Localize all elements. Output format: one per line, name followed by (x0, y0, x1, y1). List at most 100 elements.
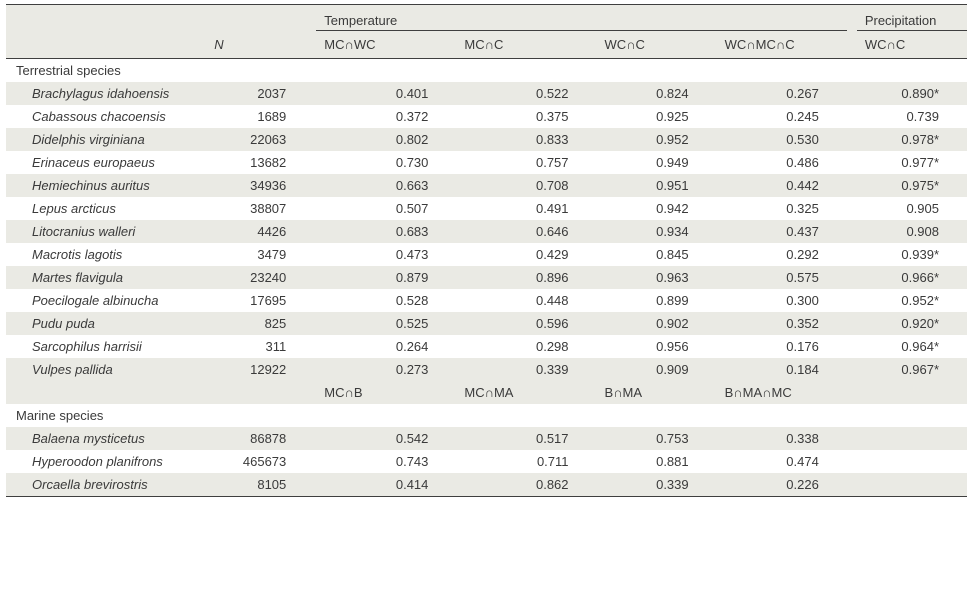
blank-cell (847, 312, 857, 335)
cell-p: 0.739 (857, 105, 967, 128)
blank-cell (296, 128, 316, 151)
cell-t4: 0.245 (717, 105, 847, 128)
header-p1: WC∩C (857, 31, 967, 59)
cell-t4: 0.226 (717, 473, 847, 497)
blank-cell (296, 31, 316, 59)
cell-t3: 0.753 (597, 427, 717, 450)
cell-t3: 0.934 (597, 220, 717, 243)
table-row: Litocranius walleri4426 0.6830.6460.9340.… (6, 220, 967, 243)
header-m2: MC∩MA (456, 381, 596, 404)
blank-cell (847, 358, 857, 381)
cell-sp: Erinaceus europaeus (6, 151, 206, 174)
blank-cell (847, 381, 857, 404)
cell-sp: Orcaella brevirostris (6, 473, 206, 497)
blank-cell (296, 197, 316, 220)
cell-t4: 0.437 (717, 220, 847, 243)
cell-sp: Litocranius walleri (6, 220, 206, 243)
blank-cell (296, 174, 316, 197)
cell-t4: 0.442 (717, 174, 847, 197)
cell-n: 4426 (206, 220, 296, 243)
blank-cell (847, 197, 857, 220)
blank-cell (847, 266, 857, 289)
cell-t3: 0.956 (597, 335, 717, 358)
cell-p: 0.964* (857, 335, 967, 358)
cell-sp: Poecilogale albinucha (6, 289, 206, 312)
blank-cell (296, 358, 316, 381)
cell-t1: 0.802 (316, 128, 456, 151)
cell-n: 13682 (206, 151, 296, 174)
cell-t2: 0.833 (456, 128, 596, 151)
cell-p (857, 427, 967, 450)
header-m4: B∩MA∩MC (717, 381, 847, 404)
cell-n: 12922 (206, 358, 296, 381)
cell-t2: 0.711 (456, 450, 596, 473)
cell-p: 0.939* (857, 243, 967, 266)
cell-t3: 0.942 (597, 197, 717, 220)
cell-n: 3479 (206, 243, 296, 266)
blank-cell (296, 266, 316, 289)
cell-sp: Hemiechinus auritus (6, 174, 206, 197)
cell-t3: 0.949 (597, 151, 717, 174)
blank-cell (296, 473, 316, 497)
blank-cell (296, 243, 316, 266)
blank-cell (6, 381, 206, 404)
cell-t3: 0.899 (597, 289, 717, 312)
blank-cell (296, 450, 316, 473)
cell-n: 2037 (206, 82, 296, 105)
cell-t3: 0.925 (597, 105, 717, 128)
cell-n: 465673 (206, 450, 296, 473)
blank-cell (296, 5, 316, 31)
blank-cell (847, 289, 857, 312)
cell-t1: 0.542 (316, 427, 456, 450)
cell-p: 0.952* (857, 289, 967, 312)
cell-t1: 0.473 (316, 243, 456, 266)
cell-t4: 0.184 (717, 358, 847, 381)
cell-t2: 0.517 (456, 427, 596, 450)
blank-cell (847, 243, 857, 266)
cell-sp: Didelphis virginiana (6, 128, 206, 151)
cell-t3: 0.845 (597, 243, 717, 266)
blank-cell (847, 450, 857, 473)
cell-t4: 0.352 (717, 312, 847, 335)
cell-sp: Balaena mysticetus (6, 427, 206, 450)
cell-t2: 0.646 (456, 220, 596, 243)
blank-cell (847, 82, 857, 105)
cell-t1: 0.683 (316, 220, 456, 243)
blank-cell (296, 427, 316, 450)
table-row: Macrotis lagotis34790.4730.4290.8450.292… (6, 243, 967, 266)
table-row: Martes flavigula232400.8790.8960.9630.57… (6, 266, 967, 289)
blank-cell (847, 151, 857, 174)
table-container: Temperature Precipitation N MC∩WC MC∩C W… (0, 0, 973, 503)
blank-cell (296, 312, 316, 335)
cell-p (857, 450, 967, 473)
header-temperature: Temperature (316, 5, 847, 31)
blank-cell (847, 5, 857, 31)
cell-t3: 0.339 (597, 473, 717, 497)
table-row: Cabassous chacoensis16890.3720.3750.9250… (6, 105, 967, 128)
cell-n: 17695 (206, 289, 296, 312)
cell-sp: Lepus arcticus (6, 197, 206, 220)
cell-t3: 0.951 (597, 174, 717, 197)
cell-t3: 0.881 (597, 450, 717, 473)
cell-t2: 0.896 (456, 266, 596, 289)
cell-n: 34936 (206, 174, 296, 197)
cell-n: 1689 (206, 105, 296, 128)
header-t1: MC∩WC (316, 31, 456, 59)
cell-sp: Brachylagus idahoensis (6, 82, 206, 105)
cell-n: 825 (206, 312, 296, 335)
blank-cell (847, 220, 857, 243)
cell-t1: 0.372 (316, 105, 456, 128)
cell-p: 0.978* (857, 128, 967, 151)
header-m3: B∩MA (597, 381, 717, 404)
blank-cell (296, 335, 316, 358)
cell-t2: 0.339 (456, 358, 596, 381)
cell-t2: 0.375 (456, 105, 596, 128)
cell-t2: 0.862 (456, 473, 596, 497)
cell-t2: 0.429 (456, 243, 596, 266)
cell-p: 0.920* (857, 312, 967, 335)
cell-t1: 0.663 (316, 174, 456, 197)
cell-t1: 0.525 (316, 312, 456, 335)
section-label: Marine species (6, 404, 967, 427)
cell-t2: 0.448 (456, 289, 596, 312)
cell-sp: Sarcophilus harrisii (6, 335, 206, 358)
